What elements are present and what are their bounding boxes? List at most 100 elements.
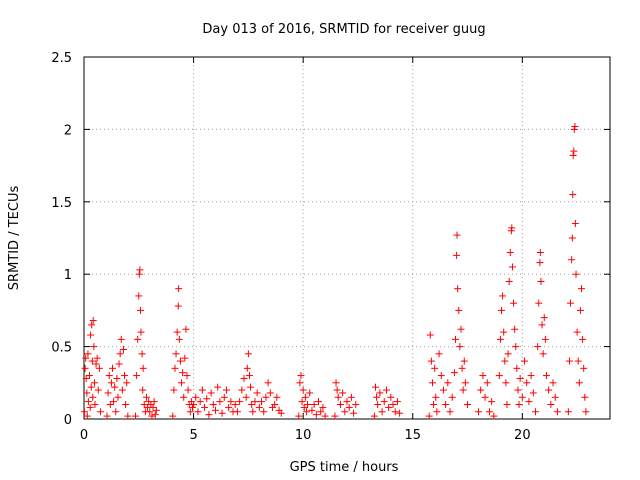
data-point xyxy=(91,379,99,387)
data-point xyxy=(299,386,307,394)
data-point xyxy=(119,345,127,353)
data-point xyxy=(483,379,491,387)
data-point xyxy=(477,386,485,394)
data-point xyxy=(233,408,241,416)
data-point xyxy=(500,328,508,336)
data-point xyxy=(453,251,461,259)
data-point xyxy=(95,364,103,372)
data-point xyxy=(138,350,146,358)
data-point xyxy=(87,331,95,339)
data-point xyxy=(373,393,381,401)
data-point xyxy=(306,389,314,397)
data-point xyxy=(573,328,581,336)
data-point xyxy=(529,389,537,397)
data-point xyxy=(431,364,439,372)
data-point xyxy=(105,372,113,380)
data-point xyxy=(103,412,111,420)
data-point xyxy=(485,408,493,416)
data-point xyxy=(222,386,230,394)
data-point xyxy=(542,372,550,380)
data-point xyxy=(568,256,576,264)
data-point xyxy=(184,386,192,394)
data-point xyxy=(152,406,160,414)
data-point xyxy=(541,335,549,343)
data-point xyxy=(321,412,329,420)
data-point xyxy=(209,401,217,409)
y-tick-label: 0.5 xyxy=(51,341,72,356)
data-point xyxy=(198,386,206,394)
data-point xyxy=(378,408,386,416)
data-point xyxy=(238,386,246,394)
data-point xyxy=(302,408,310,416)
data-point xyxy=(134,335,142,343)
data-point xyxy=(527,372,535,380)
data-point xyxy=(352,401,360,409)
data-point xyxy=(137,328,145,336)
data-point xyxy=(207,389,215,397)
data-point xyxy=(124,412,132,420)
data-point xyxy=(212,406,219,414)
x-tick-label: 20 xyxy=(514,428,531,443)
data-point xyxy=(568,234,576,242)
data-point xyxy=(539,350,547,358)
data-point xyxy=(295,412,303,420)
data-point xyxy=(115,360,123,368)
data-point xyxy=(122,401,130,409)
data-point xyxy=(565,357,573,365)
data-point xyxy=(266,389,274,397)
data-point xyxy=(301,393,309,401)
data-point xyxy=(170,386,178,394)
data-point xyxy=(576,306,584,314)
data-point xyxy=(442,401,450,409)
data-point xyxy=(300,403,308,411)
data-point xyxy=(332,379,340,387)
data-point xyxy=(535,299,543,307)
data-point xyxy=(350,409,358,417)
data-point xyxy=(137,306,145,314)
data-point xyxy=(104,389,112,397)
y-tick-label: 1 xyxy=(64,268,72,283)
data-point xyxy=(516,374,524,382)
data-point xyxy=(426,331,434,339)
data-point xyxy=(564,408,572,416)
x-axis-label: GPS time / hours xyxy=(290,460,399,475)
data-point xyxy=(385,403,393,411)
data-point xyxy=(575,379,583,387)
data-point xyxy=(345,403,353,411)
data-point xyxy=(90,343,98,351)
x-tick-labels: 0 5 10 15 20 xyxy=(80,428,531,443)
data-point xyxy=(83,412,91,420)
data-point xyxy=(175,285,183,293)
plot-frame xyxy=(83,56,611,420)
data-point xyxy=(227,398,235,406)
data-point xyxy=(317,408,325,416)
data-point xyxy=(242,393,250,401)
data-point xyxy=(425,412,433,420)
data-point xyxy=(264,379,272,387)
data-point xyxy=(459,386,467,394)
data-point xyxy=(148,412,156,420)
data-point xyxy=(173,328,181,336)
data-point xyxy=(133,372,141,380)
data-point xyxy=(114,393,122,401)
data-point xyxy=(183,372,191,380)
data-point xyxy=(249,408,257,416)
data-point xyxy=(82,374,90,382)
data-point xyxy=(225,403,233,411)
data-point xyxy=(315,398,323,406)
data-point xyxy=(194,408,202,416)
data-point xyxy=(446,408,454,416)
data-point xyxy=(551,393,559,401)
data-point xyxy=(569,191,577,199)
data-point xyxy=(498,306,506,314)
data-point xyxy=(495,372,503,380)
data-point xyxy=(106,401,114,409)
data-point xyxy=(479,372,487,380)
data-point xyxy=(174,302,182,310)
data-point xyxy=(536,259,544,267)
data-point xyxy=(298,398,306,406)
data-point xyxy=(396,409,404,417)
data-point xyxy=(84,350,92,358)
data-point xyxy=(376,389,384,397)
data-point xyxy=(370,412,378,420)
